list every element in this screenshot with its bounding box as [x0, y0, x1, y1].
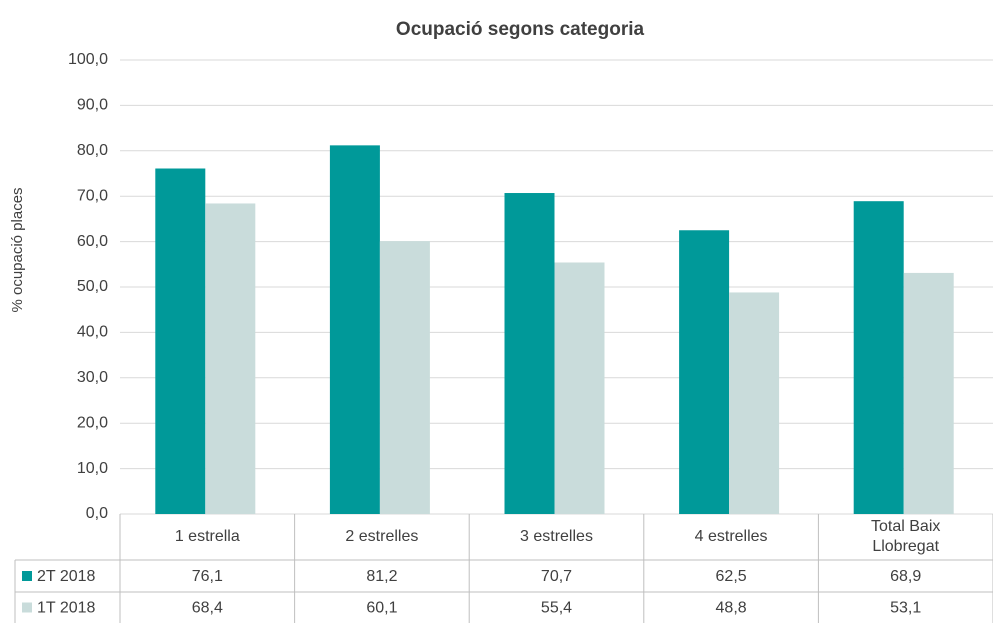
y-tick-label: 80,0: [77, 142, 108, 159]
legend-swatch: [22, 602, 32, 613]
bar: [853, 201, 904, 514]
legend-label: 1T 2018: [37, 600, 96, 617]
table-value: 55,4: [541, 600, 572, 617]
x-tick-label: 4 estrelles: [694, 528, 768, 545]
bar: [155, 168, 206, 515]
table-value: 70,7: [541, 568, 572, 585]
bar: [679, 230, 730, 514]
y-tick-label: 0,0: [86, 505, 108, 522]
y-tick-label: 40,0: [77, 324, 108, 341]
bar: [205, 203, 256, 515]
x-tick-label: 3 estrelles: [520, 528, 593, 545]
y-tick-label: 60,0: [77, 233, 108, 250]
legend-label: 2T 2018: [37, 568, 96, 585]
bar: [903, 272, 954, 514]
y-tick-label: 100,0: [68, 51, 108, 68]
table-value: 48,8: [716, 600, 747, 617]
table-value: 68,4: [192, 600, 223, 617]
y-tick-label: 30,0: [77, 369, 108, 386]
bar: [329, 145, 380, 515]
table-value: 68,9: [890, 568, 921, 585]
bar: [504, 193, 555, 514]
table-value: 81,2: [366, 568, 397, 585]
table-value: 60,1: [366, 600, 397, 617]
y-tick-label: 90,0: [77, 97, 108, 114]
x-tick-label: Total Baix Llobregat: [871, 518, 941, 555]
bar: [729, 292, 780, 514]
bar: [379, 241, 430, 514]
y-tick-label: 70,0: [77, 187, 108, 204]
table-value: 76,1: [192, 568, 223, 585]
y-axis-label: % ocupació places: [9, 187, 26, 312]
x-tick-label: 1 estrella: [174, 528, 240, 545]
table-value: 53,1: [890, 600, 921, 617]
bar: [554, 262, 605, 514]
x-tick-label: 2 estrelles: [345, 528, 419, 545]
chart-title: Ocupació segons categoria: [396, 19, 645, 40]
y-tick-label: 50,0: [77, 278, 108, 295]
legend-swatch: [22, 571, 32, 581]
y-tick-label: 20,0: [77, 414, 108, 431]
y-tick-label: 10,0: [77, 460, 108, 477]
table-value: 62,5: [716, 568, 747, 585]
